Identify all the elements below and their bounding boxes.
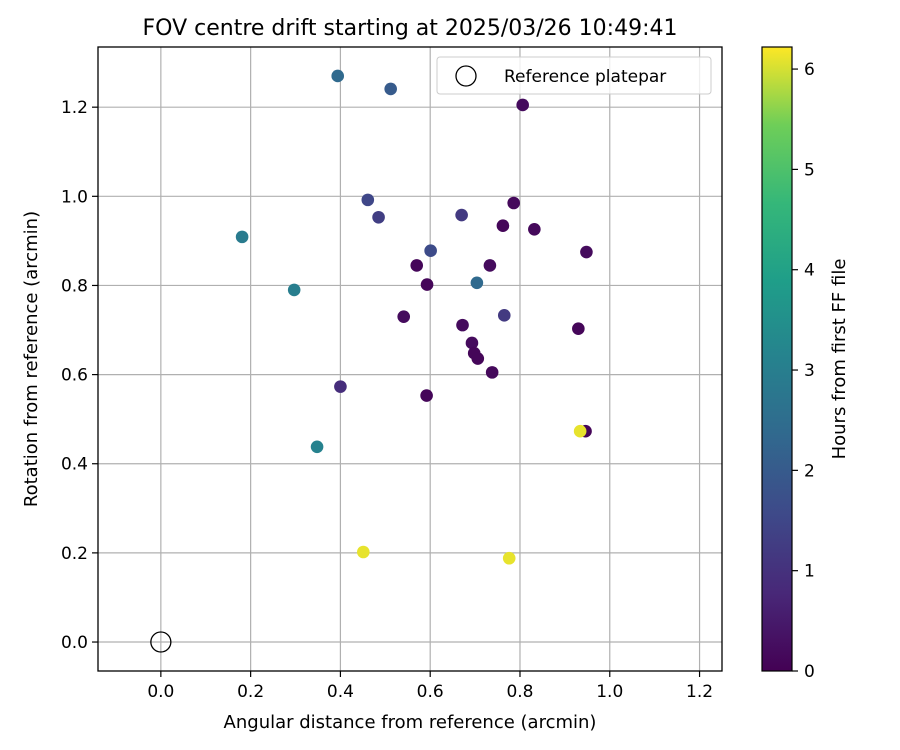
x-tick-label: 0.2 <box>237 682 264 702</box>
data-point <box>372 210 385 224</box>
data-point <box>287 283 301 297</box>
colorbar-tick-label: 6 <box>804 60 815 80</box>
data-point <box>456 318 469 332</box>
data-point <box>384 82 397 96</box>
data-points <box>235 69 593 565</box>
y-tick-label: 0.6 <box>61 366 88 386</box>
colorbar-tick-label: 5 <box>804 160 815 180</box>
data-point <box>424 244 437 257</box>
data-point <box>465 336 479 350</box>
data-point <box>397 310 411 323</box>
x-axis-label: Angular distance from reference (arcmin) <box>224 712 597 733</box>
y-axis-ticks: 0.0 0.2 0.4 0.6 0.8 1.0 1.2 <box>61 98 98 653</box>
x-axis-ticks: 0.0 0.2 0.4 0.6 0.8 1.0 1.2 <box>147 671 713 702</box>
legend-box <box>436 56 712 95</box>
reference-marker-group <box>150 631 172 653</box>
colorbar-tick-label: 1 <box>804 562 815 582</box>
y-tick-label: 1.0 <box>61 187 88 207</box>
y-tick-label: 0.8 <box>61 276 88 296</box>
data-point <box>485 366 499 379</box>
colorbar-tick-label: 4 <box>804 261 815 281</box>
legend-label: Reference platepar <box>504 67 666 87</box>
colorbar-label: Hours from first FF file <box>829 259 850 460</box>
x-tick-label: 0.8 <box>506 682 533 702</box>
data-point <box>496 219 510 233</box>
x-tick-label: 0.6 <box>417 682 444 702</box>
data-point <box>334 380 347 393</box>
data-point <box>573 424 587 438</box>
data-point <box>470 276 484 290</box>
data-point <box>420 389 433 402</box>
x-tick-label: 1.2 <box>686 682 713 702</box>
legend: Reference platepar <box>436 56 712 95</box>
data-point <box>357 545 370 559</box>
colorbar-tick-label: 0 <box>804 662 815 682</box>
colorbar-ticks: 0 1 2 3 4 5 6 <box>792 60 815 682</box>
colorbar-gradient <box>761 46 793 672</box>
data-point <box>410 259 424 272</box>
x-tick-label: 0.0 <box>147 682 174 702</box>
data-point <box>455 208 468 222</box>
data-point <box>507 196 521 210</box>
y-tick-label: 1.2 <box>61 98 88 118</box>
colorbar-tick-label: 3 <box>804 361 815 381</box>
y-tick-label: 0.2 <box>61 544 88 564</box>
grid <box>98 47 722 671</box>
colorbar-tick-label: 2 <box>804 461 815 481</box>
data-point <box>235 230 249 244</box>
data-point <box>497 309 511 322</box>
x-tick-label: 1.0 <box>596 682 623 702</box>
data-point <box>471 352 485 365</box>
data-point <box>528 222 541 236</box>
y-tick-label: 0.0 <box>61 633 88 653</box>
chart-title: FOV centre drift starting at 2025/03/26 … <box>143 16 678 41</box>
data-point <box>580 245 593 259</box>
data-point <box>331 69 345 83</box>
data-point <box>361 193 375 207</box>
y-axis-label: Rotation from reference (arcmin) <box>21 211 42 507</box>
reference-marker <box>150 631 172 653</box>
data-point <box>572 322 585 335</box>
colorbar: 0 1 2 3 4 5 6 Hours from first FF file <box>761 46 850 682</box>
x-tick-label: 0.4 <box>327 682 354 702</box>
plot-frame <box>97 46 723 672</box>
y-tick-label: 0.4 <box>61 455 88 475</box>
data-point <box>483 259 497 272</box>
legend-marker <box>455 65 477 87</box>
data-point <box>420 278 434 291</box>
data-point <box>516 98 529 112</box>
data-point <box>502 551 516 565</box>
data-point <box>310 440 324 454</box>
